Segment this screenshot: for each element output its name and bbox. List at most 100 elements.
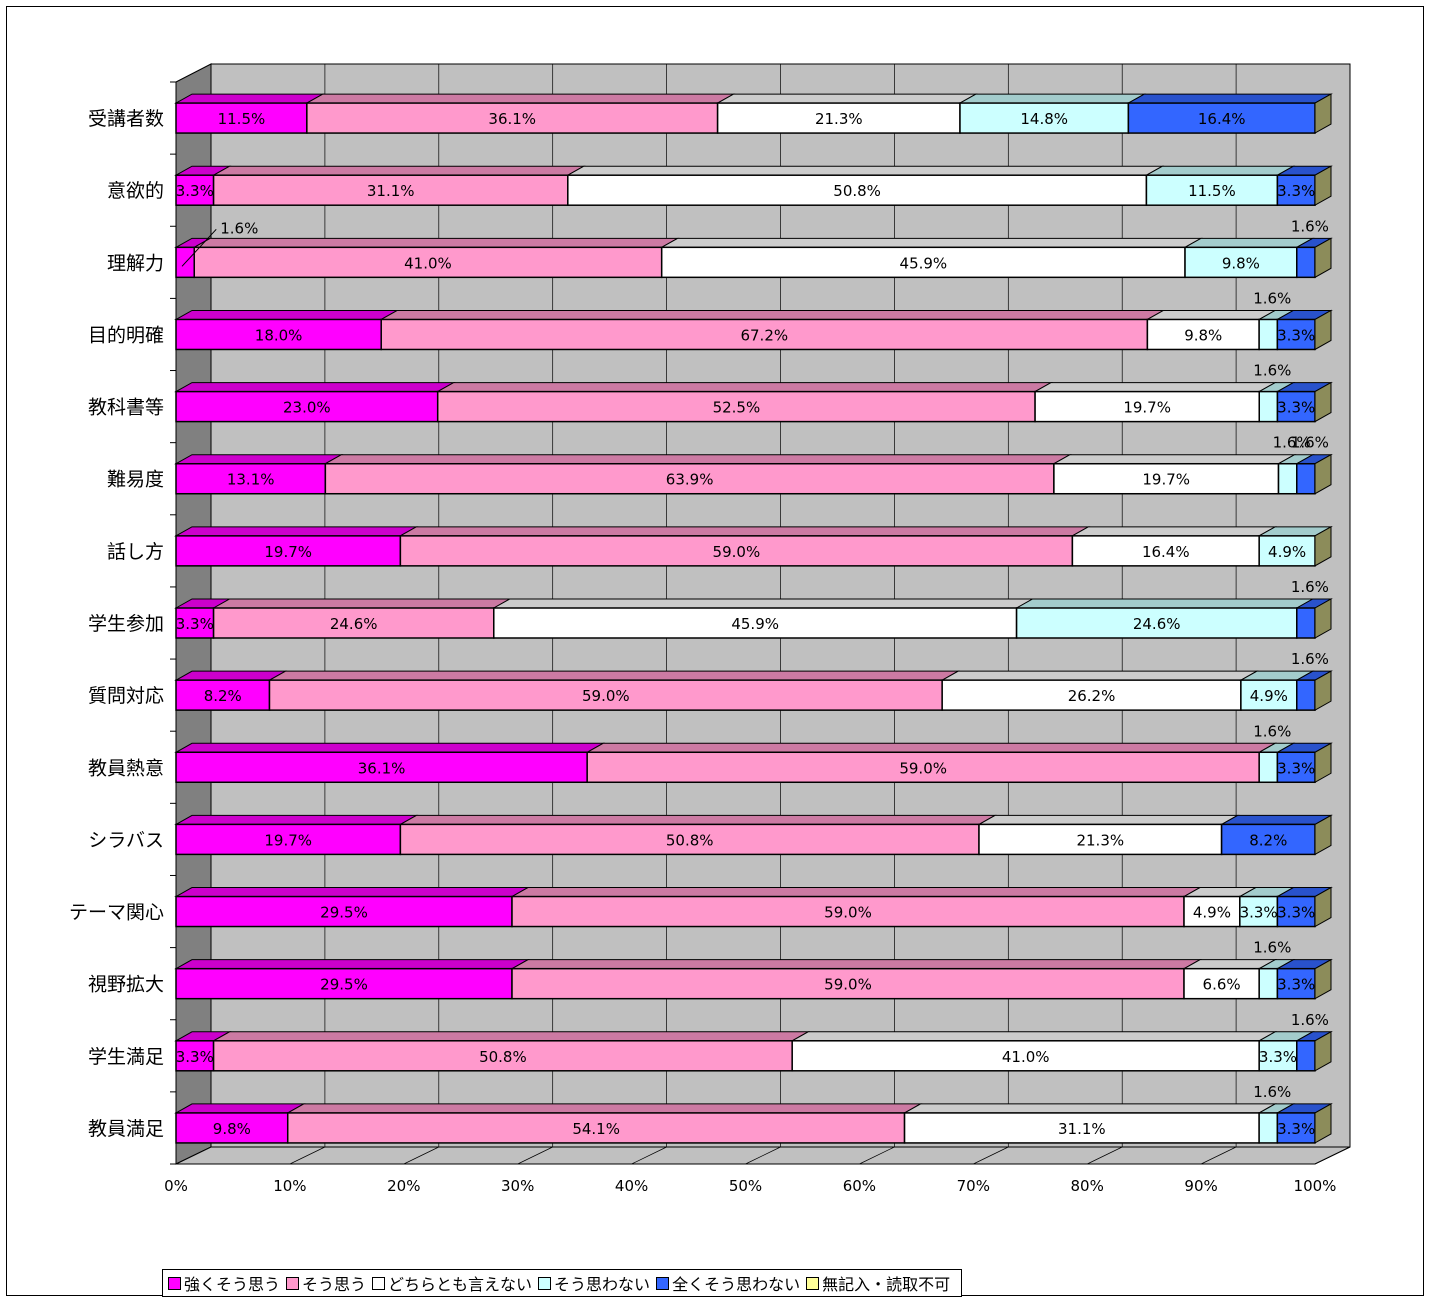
bar-segment [1276, 895, 1316, 928]
data-label: 1.6% [1291, 1011, 1329, 1029]
bar-segment [175, 462, 327, 495]
category-label: シラバス [88, 829, 164, 851]
legend-swatch [538, 1276, 552, 1290]
x-tick-label: 30% [501, 1177, 534, 1195]
bar-segment [175, 823, 402, 856]
bar-top-face [1070, 526, 1278, 537]
data-label: 1.6% [1291, 650, 1329, 668]
legend-label: どちらとも言えない [388, 1275, 533, 1294]
leader-line [181, 228, 217, 267]
data-label: 31.1% [1058, 1120, 1106, 1138]
data-label: 67.2% [740, 326, 788, 344]
bar-segment [1296, 607, 1316, 639]
bar-segment [175, 895, 513, 928]
bar-top-face [1033, 382, 1278, 393]
data-label: 41.0% [404, 254, 452, 272]
data-label: 59.0% [824, 976, 872, 994]
legend-label: 全くそう思わない [672, 1275, 801, 1294]
data-label: 9.8% [1222, 254, 1260, 272]
legend-item: どちらとも言えない [372, 1271, 532, 1295]
bar-segment [1276, 967, 1316, 1000]
bar-top-face [1219, 814, 1333, 825]
floor-gridline [1087, 1146, 1123, 1165]
data-label: 4.9% [1268, 543, 1306, 561]
bar-top-face [491, 598, 1035, 609]
data-label: 59.0% [899, 759, 947, 777]
data-label: 3.3% [1277, 904, 1315, 922]
bar-end-cap [1314, 165, 1332, 207]
bar-end-cap [1314, 93, 1332, 134]
bar-segment [1220, 823, 1316, 856]
bar-top-face [715, 93, 978, 104]
bar-segment [1258, 967, 1279, 1000]
bar-segment [1296, 462, 1316, 495]
data-label: 19.7% [1123, 399, 1171, 417]
bar-segment [212, 174, 569, 206]
bar-segment [511, 895, 1185, 928]
data-label: 26.2% [1068, 687, 1116, 705]
bar-top-face [379, 309, 1166, 320]
category-label: テーマ関心 [69, 902, 164, 924]
bar-top-face [1051, 454, 1297, 465]
data-label: 63.9% [666, 471, 714, 489]
bar-segment [399, 823, 980, 856]
bar-segment [1276, 174, 1316, 206]
legend-label: そう思う [302, 1275, 367, 1294]
bar-top-face [174, 887, 530, 898]
data-label: 3.3% [1277, 1120, 1315, 1138]
data-label: 1.6% [1253, 362, 1291, 380]
bar-segment [324, 462, 1055, 495]
stacked-bar-chart: 0% 10% 20% 30% 40% 50% 60% 70% 80% 90% 100% 受講者数 11.… [69, 63, 1351, 1195]
floor-gridline [973, 1146, 1009, 1165]
bar-top-face [1183, 237, 1315, 248]
x-tick-label: 60% [843, 1177, 876, 1195]
bar-segment [1296, 246, 1316, 279]
bar-segment [1071, 535, 1260, 567]
bar-segment [212, 607, 495, 639]
category-label: 視野拡大 [88, 974, 164, 996]
category-label: 受講者数 [88, 108, 164, 130]
x-tick-label: 0% [164, 1177, 188, 1195]
bar-end-cap [1314, 1103, 1332, 1144]
bar-end-cap [1314, 381, 1332, 423]
bar-top-face [211, 1031, 811, 1042]
bar-segment [716, 102, 961, 134]
legend-swatch [168, 1276, 181, 1290]
x-tick-label: 70% [957, 1177, 990, 1195]
bar-top-face [435, 382, 1053, 393]
legend-label: 無記入・読取不可 [822, 1275, 951, 1294]
bar-segment [1276, 318, 1316, 351]
data-label: 50.8% [666, 831, 714, 849]
bar-top-face [958, 93, 1147, 104]
bar-top-face [565, 165, 1165, 176]
bar-segment [175, 751, 588, 784]
bar-top-face [174, 526, 419, 537]
data-label: 59.0% [582, 687, 630, 705]
bar-segment [1127, 102, 1316, 134]
data-label: 3.3% [176, 1048, 214, 1066]
bar-segment [306, 102, 719, 134]
legend-item: そう思う [286, 1271, 366, 1295]
bar-segment [175, 102, 308, 134]
data-label: 36.1% [358, 759, 406, 777]
bar-top-face [174, 742, 606, 753]
floor-gridline [1200, 1146, 1237, 1165]
data-label: 19.7% [1142, 471, 1190, 489]
bar-top-face [174, 93, 325, 104]
floor-gridline [403, 1146, 439, 1165]
data-label: 13.1% [227, 471, 275, 489]
data-label: 3.3% [1277, 399, 1315, 417]
bar-end-cap [1314, 886, 1332, 928]
bar-segment [175, 1040, 215, 1072]
floor-gridline [745, 1146, 781, 1165]
category-label: 質問対応 [88, 685, 164, 707]
data-label: 45.9% [731, 615, 779, 633]
bar-top-face [510, 887, 1202, 898]
data-label: 3.3% [1240, 904, 1278, 922]
bar-end-cap [1314, 453, 1332, 495]
bar-top-face [174, 959, 530, 970]
bar-segment [175, 535, 402, 567]
bar-segment [268, 679, 943, 711]
data-label: 19.7% [264, 831, 312, 849]
bar-top-face [323, 454, 1072, 465]
